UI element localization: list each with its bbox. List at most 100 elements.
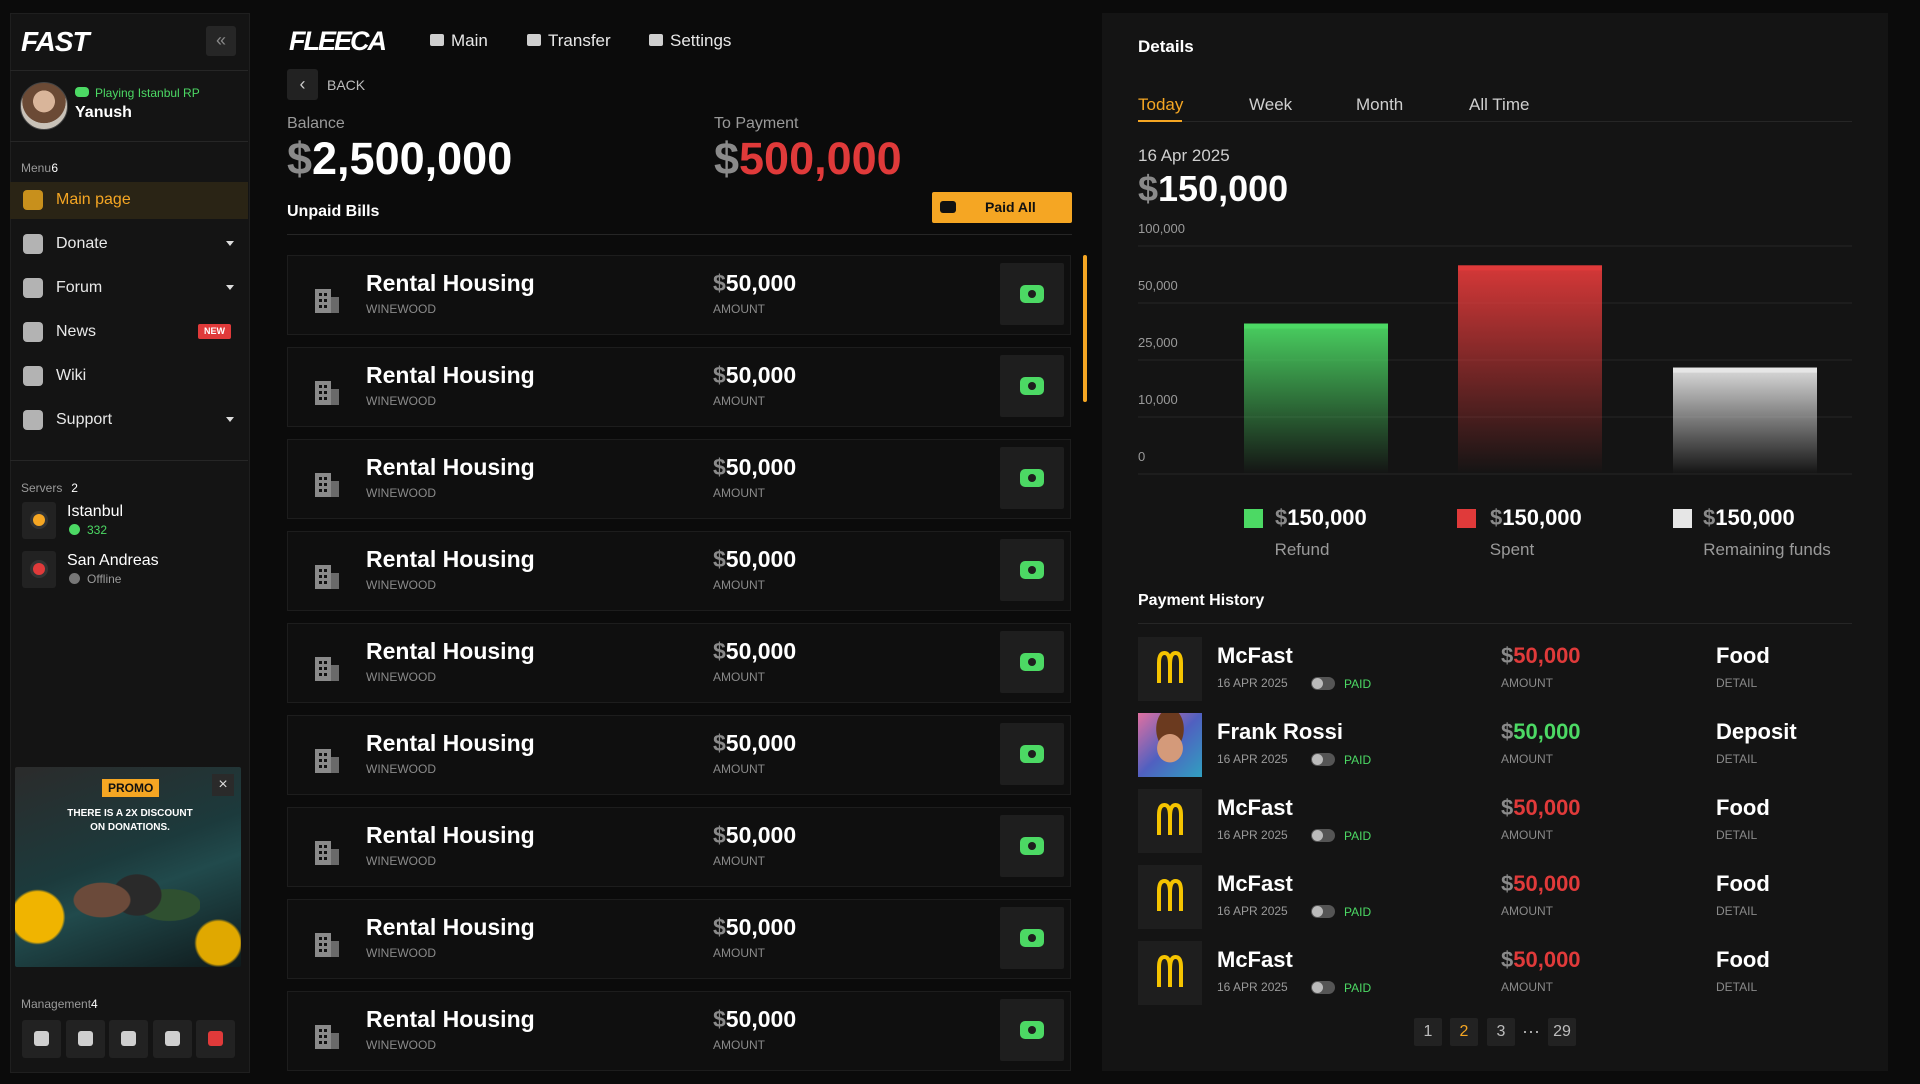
legend-amount: $150,000 <box>1490 505 1582 530</box>
bill-amount: $50,000 <box>713 1006 797 1032</box>
payee-name: McFast <box>1217 643 1293 668</box>
payment-detail-label: DETAIL <box>1716 676 1758 690</box>
nav-tab[interactable]: Settings <box>670 31 732 50</box>
server-icon[interactable] <box>22 551 56 588</box>
management-button[interactable] <box>196 1020 235 1058</box>
menu-icon <box>23 322 43 342</box>
promo-close[interactable]: × <box>212 774 234 796</box>
tab-icon <box>527 34 541 46</box>
management-button[interactable] <box>65 1020 105 1058</box>
building-icon <box>313 741 341 773</box>
payment-date: 16 APR 2025 <box>1217 676 1288 690</box>
bill-amount-label: AMOUNT <box>713 946 765 960</box>
menu-active[interactable] <box>10 182 248 219</box>
back-label[interactable]: BACK <box>327 77 366 93</box>
paid-all-label[interactable]: Paid All <box>985 199 1036 215</box>
period-tab[interactable]: All Time <box>1469 95 1530 114</box>
pay-button[interactable] <box>1000 355 1064 417</box>
brand: FLEECA <box>289 26 387 56</box>
menu-item[interactable]: News <box>56 323 97 340</box>
tab-icon <box>649 34 663 46</box>
page-button[interactable]: 1 <box>1414 1018 1442 1046</box>
legend-label: Spent <box>1489 540 1535 559</box>
building-icon <box>313 465 341 497</box>
bill-row <box>287 899 1071 979</box>
building-icon <box>313 1017 341 1049</box>
building-icon <box>313 833 341 865</box>
bill-amount: $50,000 <box>713 914 797 940</box>
management-button[interactable] <box>109 1020 148 1058</box>
bill-amount-label: AMOUNT <box>713 578 765 592</box>
dropdown-caret[interactable] <box>226 241 234 246</box>
dropdown-caret[interactable] <box>226 285 234 290</box>
payee-name: McFast <box>1217 947 1293 972</box>
pay-button[interactable] <box>1000 815 1064 877</box>
bill-amount-label: AMOUNT <box>713 1038 765 1052</box>
payment-amount-label: AMOUNT <box>1501 904 1553 918</box>
server-name[interactable]: San Andreas <box>67 552 159 569</box>
gamepad-icon <box>75 87 89 97</box>
scrollbar <box>1083 255 1087 402</box>
bar <box>1673 367 1817 474</box>
pay-button[interactable] <box>1000 447 1064 509</box>
to-payment-label: To Payment <box>714 115 799 132</box>
period-underline <box>1138 120 1182 122</box>
pay-button[interactable] <box>1000 723 1064 785</box>
back-button[interactable]: ‹ <box>287 69 318 100</box>
payment-amount-label: AMOUNT <box>1501 980 1553 994</box>
building-icon <box>313 281 341 313</box>
bar <box>1458 265 1602 474</box>
server-name[interactable]: Istanbul <box>67 503 124 520</box>
payment-date: 16 APR 2025 <box>1217 828 1288 842</box>
page-button[interactable]: 2 <box>1450 1018 1478 1046</box>
user-status: Playing Istanbul RP <box>95 86 200 100</box>
pay-button[interactable] <box>1000 539 1064 601</box>
management-button[interactable] <box>22 1020 61 1058</box>
page-button[interactable]: 29 <box>1548 1018 1576 1046</box>
bill-amount: $50,000 <box>713 362 797 388</box>
menu-item[interactable]: Main page <box>56 191 131 208</box>
bill-title: Rental Housing <box>366 454 535 480</box>
building-icon <box>313 925 341 957</box>
period-tab[interactable]: Week <box>1249 95 1293 114</box>
details-date: 16 Apr 2025 <box>1138 146 1230 165</box>
period-tab[interactable]: Today <box>1138 95 1184 114</box>
menu-item[interactable]: Donate <box>56 235 108 252</box>
bill-amount: $50,000 <box>713 638 797 664</box>
user-name: Yanush <box>75 104 132 121</box>
payment-detail-label: DETAIL <box>1716 752 1758 766</box>
server-icon[interactable] <box>22 502 56 539</box>
collapse-button[interactable]: « <box>206 26 236 56</box>
bill-amount: $50,000 <box>713 454 797 480</box>
pay-button[interactable] <box>1000 999 1064 1061</box>
nav-tab[interactable]: Main <box>451 31 488 50</box>
promo-figures <box>60 860 200 960</box>
pay-button[interactable] <box>1000 907 1064 969</box>
page-ellipsis: ··· <box>1522 1021 1540 1041</box>
building-icon <box>313 649 341 681</box>
section-count: 4 <box>91 997 98 1011</box>
bill-title: Rental Housing <box>366 730 535 756</box>
period-tab[interactable]: Month <box>1356 95 1404 114</box>
bill-location: WINEWOOD <box>366 854 436 868</box>
pay-button[interactable] <box>1000 263 1064 325</box>
pay-button[interactable] <box>1000 631 1064 693</box>
menu-item[interactable]: Support <box>56 411 113 428</box>
management-button[interactable] <box>152 1020 192 1058</box>
merchant-icon <box>1138 789 1202 853</box>
nav-tab[interactable]: Transfer <box>548 31 611 50</box>
bill-location: WINEWOOD <box>366 762 436 776</box>
bill-amount: $50,000 <box>713 270 797 296</box>
menu-item[interactable]: Forum <box>56 279 103 296</box>
dropdown-caret[interactable] <box>226 417 234 422</box>
payment-detail: Food <box>1716 871 1770 896</box>
bill-row <box>287 991 1071 1071</box>
bar-cap <box>1673 367 1817 373</box>
payment-status: PAID <box>1344 829 1372 843</box>
bill-row <box>287 715 1071 795</box>
page-button[interactable]: 3 <box>1487 1018 1515 1046</box>
y-tick-label: 100,000 <box>1138 221 1185 236</box>
bill-amount-label: AMOUNT <box>713 854 765 868</box>
menu-item[interactable]: Wiki <box>56 367 87 384</box>
